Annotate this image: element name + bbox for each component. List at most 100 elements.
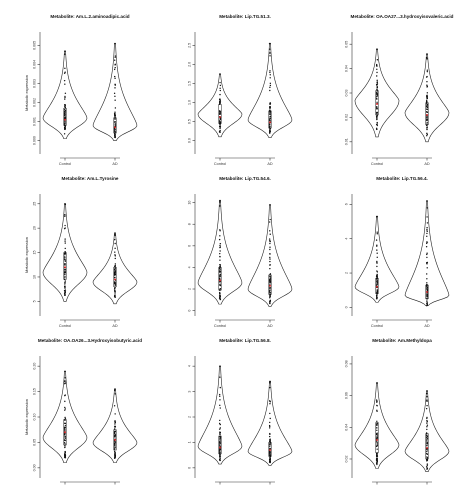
data-point (425, 433, 428, 435)
median-marker (114, 438, 116, 441)
data-point (376, 281, 379, 284)
data-point (219, 427, 222, 429)
data-point (375, 128, 378, 131)
data-point (426, 207, 429, 209)
data-point (219, 250, 221, 252)
data-point (426, 282, 428, 284)
y-tick-label: 2 (345, 272, 349, 274)
data-point (376, 409, 378, 412)
data-point (64, 444, 66, 447)
y-tick-label: 1.5 (188, 81, 192, 86)
y-tick-label: 0.000 (33, 136, 37, 145)
data-point (426, 460, 428, 462)
data-point (269, 279, 271, 282)
data-point (376, 124, 378, 127)
data-point (426, 216, 428, 218)
data-point (269, 278, 272, 280)
data-point (114, 132, 116, 134)
y-tick-label: 2 (188, 416, 192, 418)
data-point (219, 283, 221, 285)
median-marker (426, 114, 428, 116)
data-point (269, 267, 271, 270)
data-point (269, 288, 271, 290)
data-point (219, 270, 221, 272)
data-point (114, 423, 116, 425)
y-tick-label: 6 (345, 203, 349, 205)
data-point (63, 278, 66, 281)
data-point (63, 434, 66, 436)
data-point (376, 424, 378, 427)
data-point (425, 246, 428, 248)
data-point (375, 399, 378, 401)
data-point (269, 445, 271, 447)
data-point (219, 264, 221, 266)
data-point (114, 455, 116, 457)
data-point (219, 87, 221, 90)
data-point (63, 133, 66, 135)
median-marker (269, 121, 271, 124)
chart-title: Metabolite: Lip.TG.56.8. (219, 338, 271, 343)
data-point (375, 445, 378, 448)
chart-title: Metabolite: OA.OA27...3.hydroxyisovaleri… (351, 14, 454, 19)
data-point (376, 98, 378, 100)
data-point (269, 459, 271, 461)
y-tick-label: 0.02 (345, 455, 349, 462)
x-tick-label: AD (112, 324, 118, 328)
y-tick-label: 0.05 (345, 41, 349, 48)
data-point (269, 108, 271, 110)
data-point (64, 283, 66, 285)
data-point (114, 251, 116, 253)
data-point (376, 121, 378, 124)
data-point (376, 455, 378, 457)
chart-title: Metabolite: Lip.TG.51.3. (219, 14, 271, 19)
max-point (114, 42, 116, 45)
data-point (219, 287, 222, 290)
y-axis-label: Metabolic expression (25, 399, 29, 435)
data-point (64, 422, 66, 425)
y-tick-label: 5 (33, 300, 37, 302)
data-point (269, 71, 271, 74)
data-point (64, 113, 66, 115)
y-tick-label: 4 (345, 238, 349, 240)
data-point (426, 449, 428, 451)
data-point (64, 424, 67, 427)
data-point (426, 135, 428, 137)
data-point (63, 442, 66, 444)
data-point (219, 431, 222, 434)
data-point (376, 244, 378, 246)
x-tick-label: AD (112, 162, 118, 166)
max-point (376, 48, 378, 50)
y-tick-label: 0.03 (345, 90, 349, 97)
data-point (376, 274, 378, 276)
data-point (114, 276, 116, 279)
data-point (426, 422, 428, 424)
data-point (426, 416, 428, 419)
data-point (64, 416, 66, 419)
data-point (64, 242, 66, 244)
data-point (268, 48, 271, 50)
data-point (376, 459, 378, 462)
data-point (376, 280, 378, 283)
data-point (426, 84, 428, 86)
y-tick-label: 0.02 (345, 114, 349, 121)
median-marker (114, 278, 116, 281)
data-point (268, 427, 271, 429)
data-point (269, 103, 271, 105)
y-tick-label: 0 (345, 306, 349, 308)
chart-panel: Metabolite: Lip.TG.51.3. 0.0 0.5 1.0 1.5 2.0 2… (188, 14, 293, 166)
data-point (269, 289, 271, 292)
data-point (426, 133, 428, 136)
data-point (64, 224, 66, 227)
data-point (114, 64, 116, 66)
data-point (219, 289, 221, 292)
data-point (426, 222, 429, 224)
y-tick-label: 0.08 (345, 360, 349, 367)
y-tick-label: 0.001 (33, 117, 37, 126)
data-point (425, 407, 428, 410)
data-point (426, 96, 428, 98)
iqr-box (113, 429, 117, 451)
y-tick-label: 0.04 (345, 65, 349, 72)
data-point (376, 265, 378, 268)
data-point (376, 92, 378, 95)
data-point (114, 293, 116, 295)
